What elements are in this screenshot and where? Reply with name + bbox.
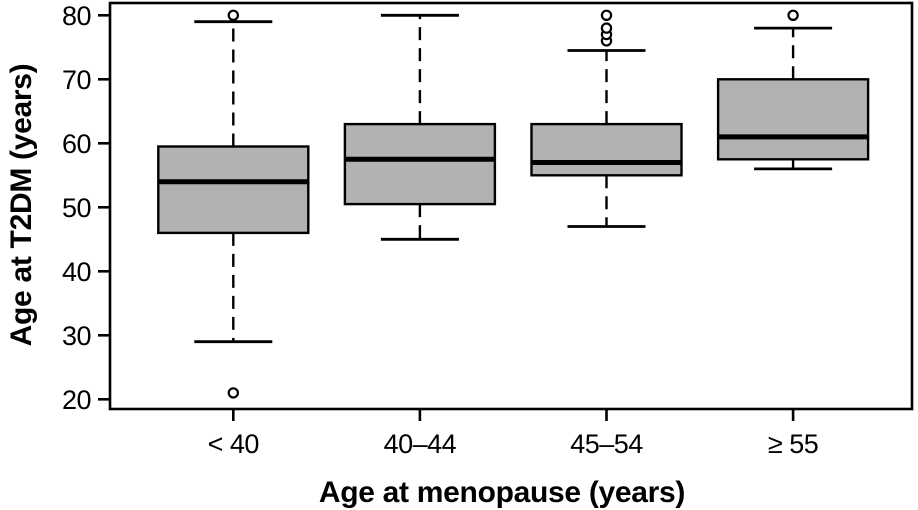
x-axis-title: Age at menopause (years) [319, 476, 685, 509]
x-tick-label: < 40 [208, 429, 259, 459]
outlier-point [227, 387, 239, 399]
box [343, 122, 497, 206]
y-tick-label: 60 [62, 129, 91, 159]
y-tick-label: 80 [62, 1, 91, 31]
outlier-point [787, 9, 799, 22]
x-tick-label: ≥ 55 [768, 429, 818, 459]
outlier-point [600, 9, 613, 22]
box [716, 78, 870, 161]
outlier-point [600, 22, 613, 34]
y-tick-label: 20 [62, 385, 91, 415]
box [157, 145, 310, 235]
y-tick-label: 30 [62, 321, 91, 351]
x-tick-label: 40–44 [384, 429, 457, 459]
plot-layer: 20 30 40 50 60 70 80 < 40 40–44 45–54 ≥ 55 [62, 1, 914, 459]
x-tick-label: 45–54 [570, 429, 643, 459]
outlier-point [227, 9, 239, 22]
y-tick-label: 50 [62, 193, 91, 223]
y-axis-title: Age at T2DM (years) [5, 64, 38, 347]
box [530, 122, 683, 177]
y-tick-label: 40 [62, 257, 91, 287]
y-tick-label: 70 [62, 65, 91, 95]
